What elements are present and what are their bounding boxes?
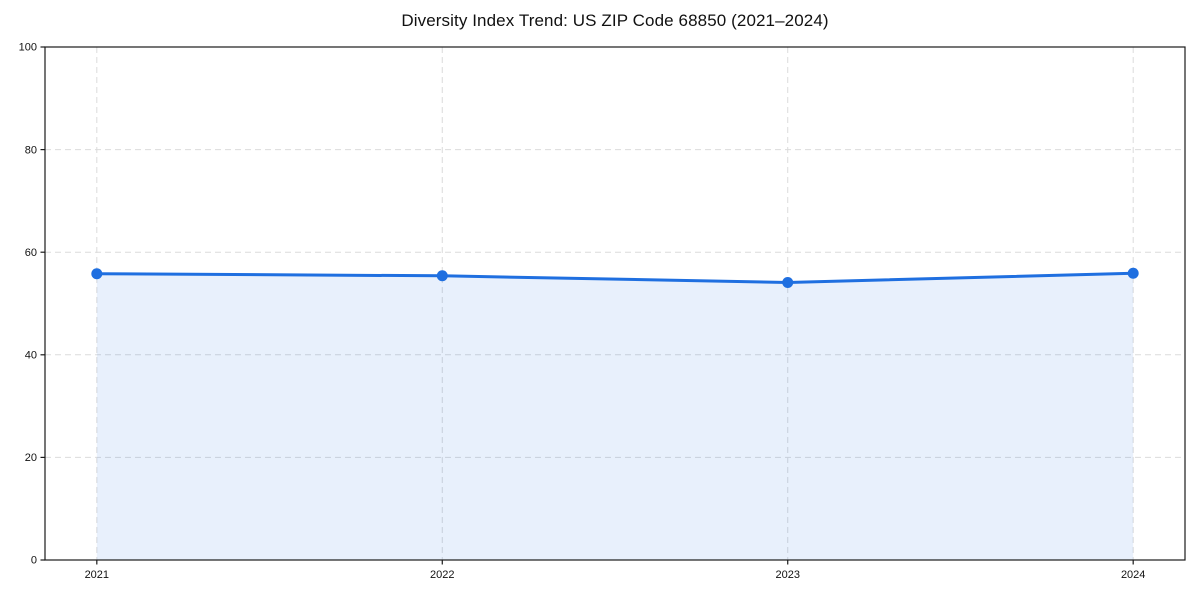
x-tick-label: 2021: [85, 569, 109, 581]
y-tick-label: 0: [31, 555, 37, 567]
area-fill: [96, 273, 1134, 560]
x-tick-label: 2023: [775, 569, 799, 581]
chart-title: Diversity Index Trend: US ZIP Code 68850…: [401, 11, 829, 30]
data-point: [436, 270, 448, 282]
y-tick-label: 80: [25, 144, 37, 156]
y-tick-label: 20: [25, 452, 37, 464]
y-tick-label: 100: [19, 42, 37, 54]
trend-line: [95, 271, 1135, 284]
data-point: [91, 268, 103, 280]
y-tick-label: 60: [25, 247, 37, 259]
plot-spines: [44, 46, 1186, 561]
data-point: [782, 276, 794, 288]
x-tick-label: 2022: [430, 569, 454, 581]
y-tick-label: 40: [25, 350, 37, 362]
x-tick-label: 2024: [1121, 569, 1145, 581]
data-point: [1127, 267, 1139, 279]
